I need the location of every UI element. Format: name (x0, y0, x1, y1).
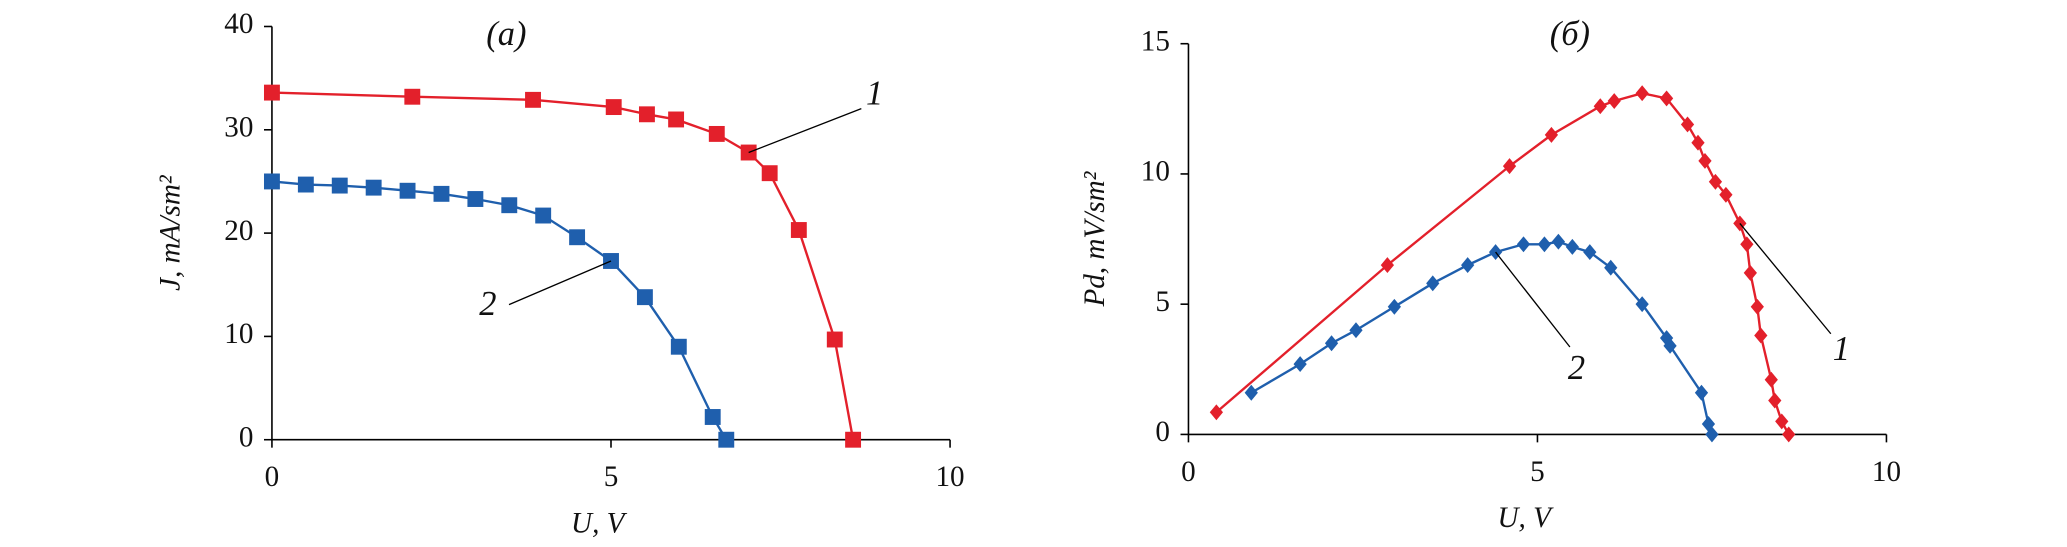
marker (569, 229, 586, 246)
marker (263, 173, 280, 190)
x-tick-label: 5 (604, 461, 619, 493)
marker (1551, 233, 1566, 250)
marker (1782, 426, 1796, 443)
marker (1387, 298, 1401, 315)
marker (365, 179, 382, 196)
x-axis-label: U, V (571, 507, 628, 539)
marker (1537, 236, 1552, 253)
marker (1740, 236, 1754, 253)
marker (433, 185, 450, 202)
marker (1663, 337, 1677, 354)
marker (263, 84, 280, 101)
chart-title: (a) (486, 15, 526, 53)
marker (525, 91, 541, 108)
marker (1719, 186, 1733, 203)
marker (638, 106, 655, 123)
marker (1324, 335, 1339, 352)
marker (1593, 98, 1607, 115)
marker (668, 111, 685, 128)
y-tick-label: 40 (224, 8, 253, 40)
y-axis-label: J, mA/sm² (154, 174, 186, 291)
series-line (271, 91, 855, 440)
marker (1635, 85, 1649, 102)
marker (1426, 275, 1440, 292)
marker (1680, 116, 1695, 133)
x-tick-label: 10 (1872, 456, 1901, 488)
marker (1583, 244, 1597, 261)
y-tick-label: 0 (239, 421, 254, 453)
x-tick-label: 5 (1530, 456, 1545, 488)
marker (790, 222, 807, 238)
y-tick-label: 5 (1155, 286, 1170, 318)
x-tick-label: 0 (1181, 456, 1196, 488)
marker (670, 338, 687, 355)
marker (1691, 134, 1705, 151)
x-axis-label: U, V (1498, 502, 1555, 534)
marker (826, 331, 843, 348)
marker (1209, 404, 1224, 421)
marker (1754, 327, 1768, 344)
marker (1516, 236, 1531, 253)
series-label: 1 (1833, 330, 1850, 368)
marker (845, 431, 862, 448)
marker (761, 165, 778, 182)
series-label: 1 (866, 75, 883, 113)
marker (605, 99, 622, 116)
marker (331, 177, 348, 194)
series-line (271, 180, 728, 441)
marker (708, 125, 725, 142)
chart-title: (б) (1550, 15, 1590, 53)
marker (1659, 90, 1674, 107)
marker (636, 289, 653, 306)
series-line (1250, 240, 1714, 435)
marker (467, 191, 484, 207)
leader-line (1739, 223, 1832, 335)
marker (1775, 413, 1789, 430)
x-tick-label: 10 (935, 461, 964, 493)
leader-line (1495, 251, 1571, 348)
marker (1502, 158, 1517, 175)
marker (1750, 298, 1764, 315)
marker (1244, 384, 1258, 401)
marker (1565, 238, 1579, 255)
marker (1607, 93, 1621, 109)
y-tick-label: 10 (1141, 156, 1170, 188)
marker (718, 431, 735, 448)
marker (297, 176, 314, 193)
marker (704, 409, 721, 425)
marker (1349, 322, 1363, 339)
y-tick-label: 20 (224, 215, 253, 247)
marker (501, 197, 518, 214)
series-label: 2 (1568, 349, 1585, 387)
leader-line (508, 260, 612, 306)
marker (1461, 257, 1475, 274)
y-axis-label: Pd, mV/sm² (1079, 170, 1111, 307)
marker (1293, 356, 1307, 373)
marker (1768, 392, 1782, 409)
y-tick-label: 0 (1155, 416, 1170, 448)
marker (404, 88, 421, 105)
marker (1764, 371, 1778, 388)
marker (1694, 384, 1709, 401)
marker (1544, 126, 1559, 143)
marker (1743, 264, 1757, 281)
x-tick-label: 0 (265, 461, 280, 493)
y-tick-label: 30 (224, 111, 253, 143)
marker (1705, 426, 1719, 443)
y-tick-label: 10 (224, 318, 253, 350)
leader-line (748, 107, 862, 154)
marker (1698, 152, 1712, 169)
marker (399, 182, 416, 199)
marker (535, 207, 552, 224)
y-tick-label: 15 (1141, 25, 1170, 57)
series-label: 2 (479, 285, 496, 323)
marker (1380, 257, 1395, 274)
series-line (1215, 91, 1790, 435)
